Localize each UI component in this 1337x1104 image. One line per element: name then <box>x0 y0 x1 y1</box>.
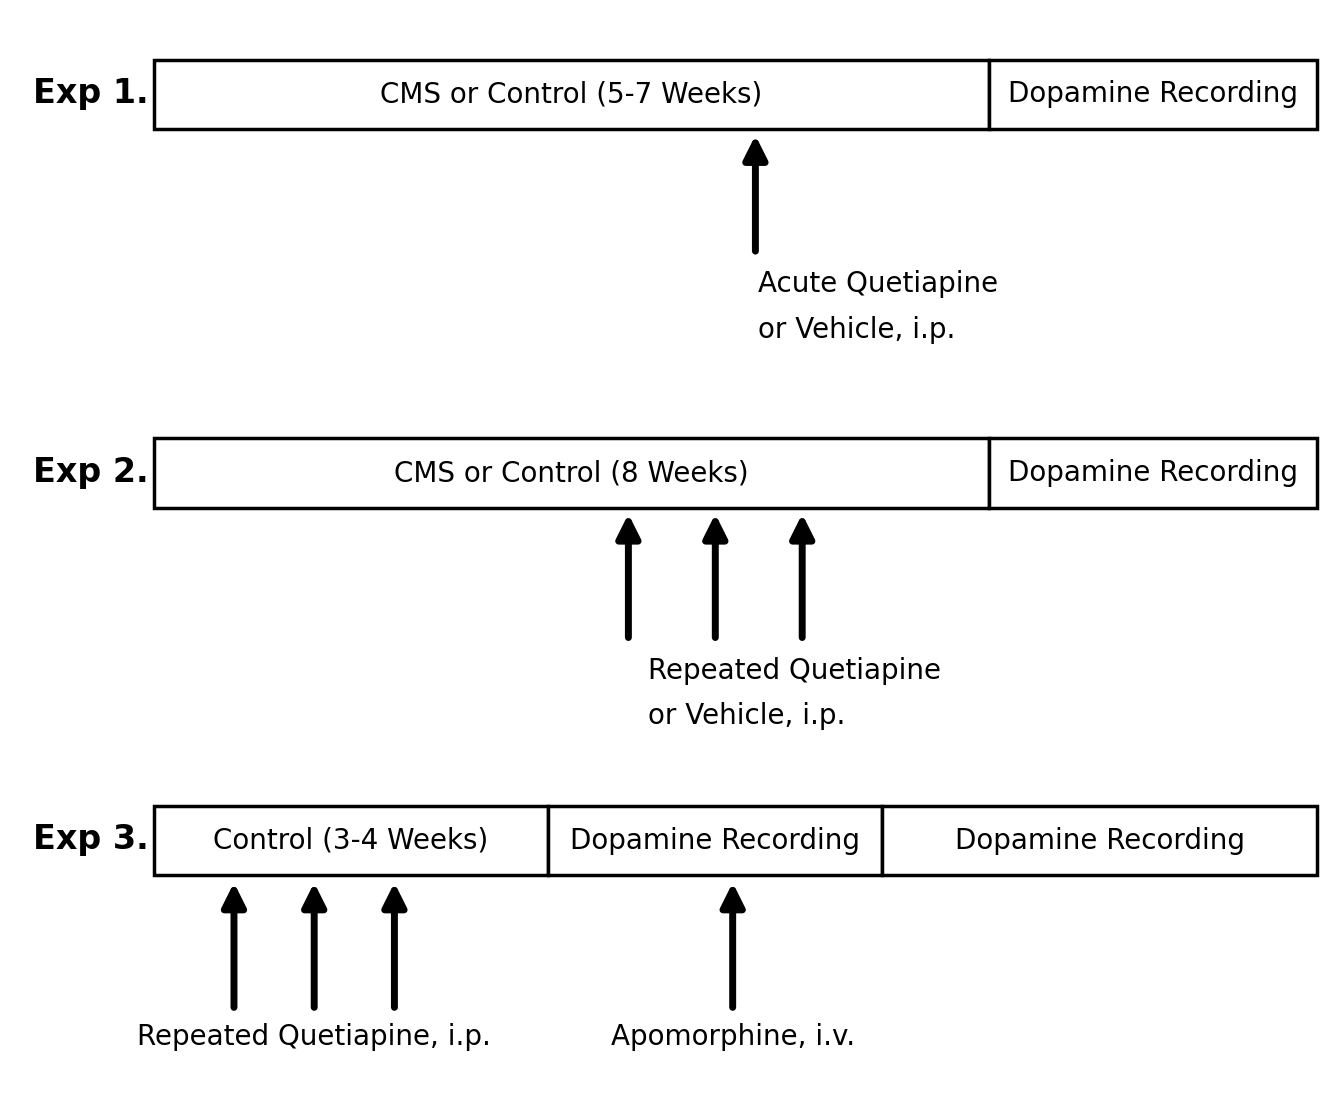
Text: Apomorphine, i.v.: Apomorphine, i.v. <box>611 1023 854 1051</box>
Text: Exp 2.: Exp 2. <box>33 456 148 489</box>
Bar <box>154 806 548 875</box>
Text: Repeated Quetiapine
or Vehicle, i.p.: Repeated Quetiapine or Vehicle, i.p. <box>648 657 941 731</box>
Bar <box>154 60 989 129</box>
Text: Dopamine Recording: Dopamine Recording <box>1008 81 1298 108</box>
Text: Dopamine Recording: Dopamine Recording <box>1008 459 1298 487</box>
Text: Acute Quetiapine
or Vehicle, i.p.: Acute Quetiapine or Vehicle, i.p. <box>758 270 999 344</box>
Bar <box>154 438 989 508</box>
Bar <box>882 806 1317 875</box>
Text: Repeated Quetiapine, i.p.: Repeated Quetiapine, i.p. <box>138 1023 491 1051</box>
Text: Dopamine Recording: Dopamine Recording <box>571 827 860 854</box>
Text: Dopamine Recording: Dopamine Recording <box>955 827 1245 854</box>
Bar <box>989 60 1317 129</box>
Text: CMS or Control (5-7 Weeks): CMS or Control (5-7 Weeks) <box>381 81 762 108</box>
Text: CMS or Control (8 Weeks): CMS or Control (8 Weeks) <box>394 459 749 487</box>
Text: Control (3-4 Weeks): Control (3-4 Weeks) <box>214 827 488 854</box>
Bar <box>548 806 882 875</box>
Text: Exp 1.: Exp 1. <box>33 77 148 110</box>
Text: Exp 3.: Exp 3. <box>33 822 150 856</box>
Bar <box>989 438 1317 508</box>
